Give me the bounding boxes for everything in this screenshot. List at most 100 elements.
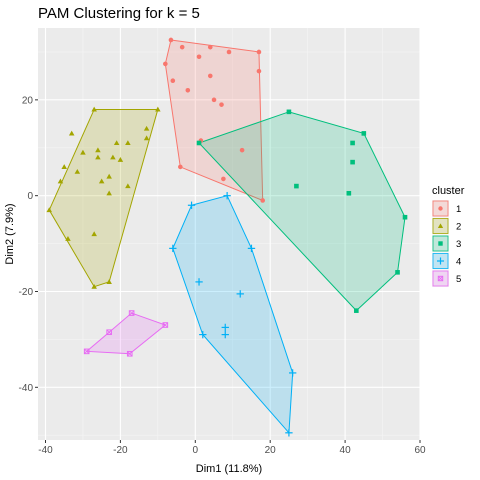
point-cluster-2	[91, 283, 97, 289]
point-cluster-1	[196, 54, 202, 60]
point-cluster-4	[187, 201, 196, 209]
legend-label-4: 4	[456, 257, 461, 268]
point-cluster-4	[288, 369, 297, 377]
point-cluster-4	[223, 191, 231, 200]
point-cluster-2	[46, 207, 52, 213]
point-cluster-3	[196, 140, 202, 146]
point-cluster-1	[178, 164, 183, 170]
point-cluster-3	[294, 183, 299, 189]
point-cluster-5	[162, 322, 169, 328]
point-cluster-3	[354, 308, 359, 313]
point-cluster-3	[361, 131, 367, 136]
point-cluster-3	[350, 140, 355, 146]
legend-key-5	[432, 270, 449, 287]
point-cluster-4	[199, 330, 207, 339]
point-cluster-4	[221, 323, 229, 332]
legend-label-5: 5	[456, 274, 461, 285]
point-cluster-2	[125, 183, 131, 189]
legend-key-1	[432, 200, 449, 217]
point-cluster-5	[106, 329, 112, 336]
legend-label-3: 3	[456, 239, 461, 250]
point-cluster-3	[346, 190, 352, 196]
point-cluster-2	[61, 164, 67, 170]
point-cluster-1	[256, 68, 262, 74]
point-cluster-3	[350, 159, 355, 165]
legend-label-1: 1	[456, 204, 461, 215]
point-cluster-2	[155, 106, 161, 112]
point-cluster-1	[207, 44, 213, 50]
point-cluster-2	[80, 149, 86, 155]
point-cluster-2	[65, 236, 71, 241]
point-cluster-2	[57, 178, 64, 184]
point-cluster-2	[91, 106, 97, 112]
point-cluster-1	[256, 49, 262, 55]
point-marker	[436, 257, 445, 265]
point-cluster-2	[95, 147, 101, 153]
legend-label-2: 2	[456, 222, 461, 233]
point-cluster-2	[110, 154, 116, 160]
point-cluster-1	[163, 61, 168, 67]
point-cluster-1	[221, 176, 226, 182]
point-cluster-2	[143, 135, 150, 141]
point-cluster-1	[226, 49, 232, 55]
point-marker	[438, 206, 443, 211]
x-tick-label: -20	[113, 445, 128, 456]
point-cluster-2	[106, 190, 112, 196]
point-cluster-2	[95, 154, 101, 160]
legend-title: cluster	[432, 185, 465, 197]
point-cluster-3	[395, 270, 400, 275]
point-cluster-4	[236, 290, 244, 298]
point-cluster-2	[74, 168, 81, 174]
point-marker	[437, 223, 444, 228]
point-cluster-1	[168, 37, 174, 43]
legend-key-3	[432, 235, 449, 252]
hull-cluster-4	[172, 195, 294, 435]
hull-cluster-5	[85, 312, 167, 355]
point-cluster-2	[113, 140, 120, 146]
point-cluster-5	[128, 310, 135, 316]
point-cluster-1	[179, 44, 185, 50]
point-cluster-4	[221, 330, 229, 339]
point-cluster-1	[260, 198, 266, 203]
x-tick-label: 40	[340, 445, 352, 456]
x-tick-label: 20	[265, 445, 277, 456]
y-axis-title: Dim2 (7.9%)	[4, 203, 16, 264]
y-tick-label: -20	[19, 287, 34, 298]
point-cluster-5	[83, 348, 90, 355]
x-tick-label: 60	[414, 445, 426, 456]
point-marker	[437, 275, 444, 282]
y-axis-ticks: -40 -20 0 20	[19, 95, 38, 394]
x-axis-ticks: -40 -20 0 20 40 60	[38, 440, 426, 456]
point-cluster-3	[402, 214, 408, 220]
legend-key-4	[432, 252, 449, 270]
point-cluster-2	[143, 125, 150, 131]
hull-cluster-1	[164, 39, 264, 202]
point-cluster-2	[106, 173, 112, 179]
x-tick-label: -40	[38, 445, 53, 456]
point-cluster-2	[117, 156, 124, 162]
point-cluster-2	[91, 231, 97, 237]
plot-panel	[38, 28, 420, 440]
point-cluster-4	[195, 278, 203, 286]
point-cluster-5	[126, 350, 133, 357]
legend: 1 2 3 4 5	[432, 200, 461, 287]
chart-title: PAM Clustering for k = 5	[38, 5, 200, 22]
point-cluster-4	[285, 429, 293, 437]
point-cluster-1	[239, 147, 245, 153]
x-axis-title: Dim1 (11.8%)	[196, 463, 262, 475]
point-marker	[438, 241, 443, 246]
point-cluster-1	[219, 102, 224, 107]
point-cluster-3	[286, 109, 292, 115]
legend-key-2	[432, 217, 449, 235]
point-cluster-1	[207, 73, 213, 79]
y-tick-label: -40	[19, 383, 34, 394]
point-cluster-2	[68, 130, 75, 136]
point-cluster-2	[98, 178, 105, 184]
point-cluster-1	[211, 97, 217, 103]
hull-cluster-2	[48, 108, 159, 288]
point-cluster-2	[125, 140, 131, 146]
point-cluster-1	[170, 78, 176, 83]
point-cluster-1	[185, 87, 191, 93]
cluster-points	[46, 37, 408, 437]
point-cluster-4	[247, 244, 256, 253]
